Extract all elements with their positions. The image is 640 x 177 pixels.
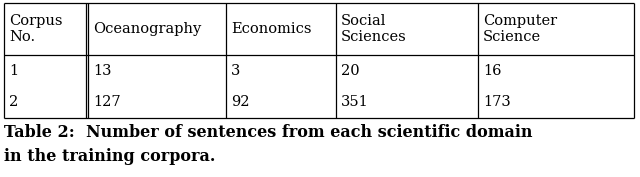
Text: 13: 13: [93, 64, 111, 78]
Text: 1: 1: [9, 64, 18, 78]
Text: 127: 127: [93, 95, 121, 109]
Text: 3: 3: [231, 64, 241, 78]
Text: Corpus
No.: Corpus No.: [9, 14, 63, 44]
Text: Economics: Economics: [231, 22, 312, 36]
Text: Oceanography: Oceanography: [93, 22, 202, 36]
Text: 351: 351: [340, 95, 369, 109]
Text: Social
Sciences: Social Sciences: [340, 14, 406, 44]
Text: 20: 20: [340, 64, 359, 78]
Text: 2: 2: [9, 95, 19, 109]
Text: Table 2:  Number of sentences from each scientific domain: Table 2: Number of sentences from each s…: [4, 124, 532, 141]
Text: 173: 173: [483, 95, 511, 109]
Text: 92: 92: [231, 95, 250, 109]
Text: 16: 16: [483, 64, 502, 78]
Text: in the training corpora.: in the training corpora.: [4, 148, 216, 165]
Text: Computer
Science: Computer Science: [483, 14, 557, 44]
